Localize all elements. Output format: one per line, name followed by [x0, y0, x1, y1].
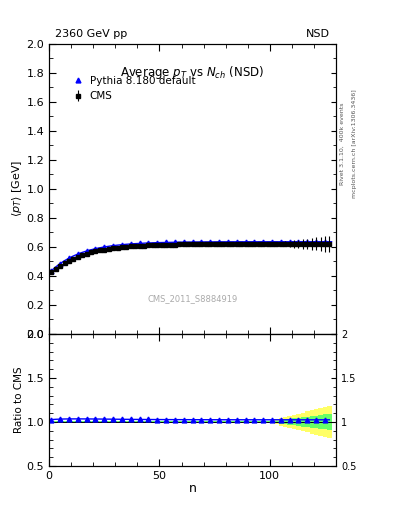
- Legend: Pythia 8.180 default, CMS: Pythia 8.180 default, CMS: [66, 72, 200, 105]
- Text: CMS_2011_S8884919: CMS_2011_S8884919: [147, 294, 238, 304]
- Text: 2360 GeV pp: 2360 GeV pp: [55, 29, 127, 39]
- Text: Average $p_T$ vs $N_{ch}$ (NSD): Average $p_T$ vs $N_{ch}$ (NSD): [121, 64, 264, 81]
- Pythia 8.180 default: [252, 239, 257, 245]
- Pythia 8.180 default: [287, 239, 292, 245]
- Pythia 8.180 default: [146, 240, 151, 246]
- Text: NSD: NSD: [306, 29, 330, 39]
- Pythia 8.180 default: [84, 248, 89, 254]
- Pythia 8.180 default: [111, 243, 116, 249]
- Pythia 8.180 default: [270, 239, 274, 245]
- Pythia 8.180 default: [164, 239, 169, 245]
- Pythia 8.180 default: [190, 239, 195, 245]
- Pythia 8.180 default: [199, 239, 204, 245]
- Pythia 8.180 default: [234, 239, 239, 245]
- Pythia 8.180 default: [279, 239, 283, 245]
- Pythia 8.180 default: [75, 251, 80, 257]
- Pythia 8.180 default: [137, 240, 142, 246]
- Pythia 8.180 default: [182, 239, 186, 245]
- Pythia 8.180 default: [261, 239, 266, 245]
- Pythia 8.180 default: [102, 244, 107, 250]
- Pythia 8.180 default: [305, 239, 310, 245]
- Y-axis label: Ratio to CMS: Ratio to CMS: [14, 367, 24, 433]
- Pythia 8.180 default: [243, 239, 248, 245]
- Pythia 8.180 default: [155, 240, 160, 246]
- Pythia 8.180 default: [208, 239, 213, 245]
- Text: Rivet 3.1.10,  400k events: Rivet 3.1.10, 400k events: [340, 102, 345, 185]
- Pythia 8.180 default: [296, 239, 301, 245]
- Line: Pythia 8.180 default: Pythia 8.180 default: [49, 239, 327, 273]
- Pythia 8.180 default: [58, 261, 62, 267]
- Pythia 8.180 default: [226, 239, 230, 245]
- Pythia 8.180 default: [67, 255, 72, 261]
- Pythia 8.180 default: [323, 239, 327, 245]
- Pythia 8.180 default: [93, 246, 98, 252]
- Pythia 8.180 default: [217, 239, 221, 245]
- Pythia 8.180 default: [129, 241, 133, 247]
- Pythia 8.180 default: [314, 239, 318, 245]
- Pythia 8.180 default: [173, 239, 177, 245]
- Pythia 8.180 default: [119, 242, 124, 248]
- Pythia 8.180 default: [49, 268, 54, 274]
- Text: mcplots.cern.ch [arXiv:1306.3436]: mcplots.cern.ch [arXiv:1306.3436]: [352, 89, 357, 198]
- Y-axis label: $\langle p_T \rangle$ [GeV]: $\langle p_T \rangle$ [GeV]: [10, 160, 24, 217]
- X-axis label: n: n: [189, 482, 196, 495]
